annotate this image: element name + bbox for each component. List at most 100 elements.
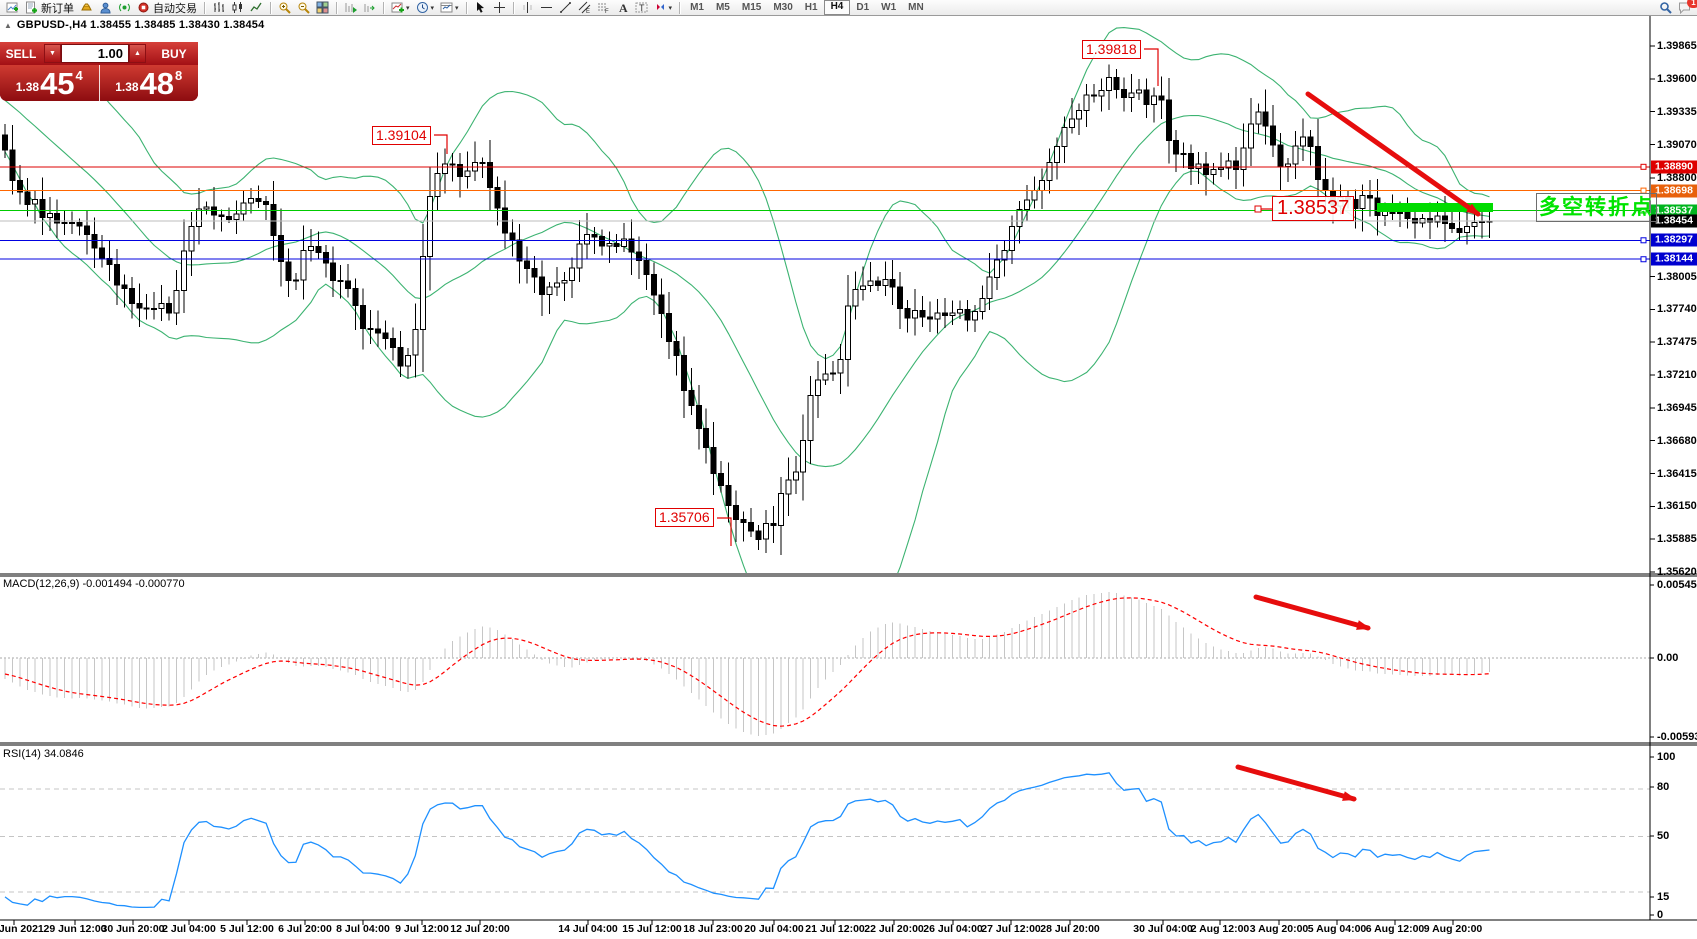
new-order-button[interactable]: 新订单 bbox=[22, 1, 77, 15]
timeframe-H1[interactable]: H1 bbox=[804, 2, 818, 13]
zoom-out-icon bbox=[297, 1, 310, 14]
svg-text:E: E bbox=[586, 9, 590, 14]
volume-input[interactable]: 1.00 bbox=[61, 44, 129, 63]
price-annotation-label[interactable]: 1.39104 bbox=[372, 126, 431, 145]
trade-panel-prices: 1.38 45 4 1.38 48 8 bbox=[0, 65, 198, 101]
line-mode-button[interactable] bbox=[247, 1, 266, 15]
rsi-axis-label: 80 bbox=[1657, 781, 1670, 793]
text-icon: A bbox=[616, 1, 629, 14]
hline-button[interactable] bbox=[537, 1, 556, 15]
timeframe-D1[interactable]: D1 bbox=[856, 2, 870, 13]
signal-button[interactable] bbox=[115, 1, 134, 15]
indicators-dropdown-icon[interactable]: ▾ bbox=[406, 4, 410, 12]
fibonacci-icon: F bbox=[597, 1, 610, 14]
price-annotation-label[interactable]: 1.39818 bbox=[1082, 40, 1141, 59]
autotrading-label: 自动交易 bbox=[153, 2, 197, 15]
volume-up-button[interactable]: ▲ bbox=[129, 44, 146, 63]
price-tick: 1.36680 bbox=[1657, 434, 1697, 447]
svg-text:T: T bbox=[639, 3, 645, 13]
templates-button[interactable]: ▾ bbox=[437, 1, 462, 15]
svg-text:F: F bbox=[605, 9, 609, 14]
green-highlight-bar bbox=[1377, 203, 1493, 212]
arrows-icon bbox=[654, 1, 667, 14]
gold-button[interactable] bbox=[77, 1, 96, 15]
toolbar-separator bbox=[679, 1, 681, 14]
contacts-button[interactable] bbox=[96, 1, 115, 15]
new-order-icon bbox=[25, 1, 38, 14]
contacts-icon bbox=[99, 1, 112, 14]
timeframe-H4[interactable]: H4 bbox=[823, 0, 851, 15]
bars-mode-icon bbox=[212, 1, 225, 14]
timeframe-M15[interactable]: M15 bbox=[741, 2, 762, 13]
price-tick: 1.36150 bbox=[1657, 500, 1697, 513]
periods-icon bbox=[416, 1, 429, 14]
text-label-icon: T bbox=[635, 1, 648, 14]
zoom-in-button[interactable] bbox=[275, 1, 294, 15]
auto-scroll-button[interactable] bbox=[341, 1, 360, 15]
sell-button[interactable]: SELL bbox=[5, 46, 37, 61]
arrows-button[interactable]: ▾ bbox=[651, 1, 676, 15]
search-button[interactable] bbox=[1656, 1, 1675, 15]
crosshair-icon bbox=[493, 1, 506, 14]
time-axis-label: 8 Jul 04:00 bbox=[336, 923, 390, 935]
chat-button[interactable]: 1 bbox=[1675, 0, 1697, 15]
symbol-bar: ▲ GBPUSD-,H4 1.38455 1.38485 1.38430 1.3… bbox=[4, 19, 264, 31]
tile-windows-icon bbox=[316, 1, 329, 14]
channel-icon: E bbox=[578, 1, 591, 14]
indicators-icon bbox=[391, 1, 404, 14]
auto-scroll-icon bbox=[344, 1, 357, 14]
zoom-out-button[interactable] bbox=[294, 1, 313, 15]
channel-button[interactable]: E bbox=[575, 1, 594, 15]
rsi-label: RSI(14) 34.0846 bbox=[3, 748, 84, 760]
price-tag: 1.38890 bbox=[1651, 160, 1697, 174]
tile-windows-button[interactable] bbox=[313, 1, 332, 15]
price-annotation-label[interactable]: 1.35706 bbox=[655, 508, 714, 527]
volume-stepper: ▼ 1.00 ▲ bbox=[42, 42, 150, 65]
periods-dropdown-icon[interactable]: ▾ bbox=[430, 4, 435, 12]
price-tag: 1.38454 bbox=[1651, 214, 1697, 228]
macd-label: MACD(12,26,9) -0.001494 -0.000770 bbox=[3, 578, 185, 590]
cursor-button[interactable] bbox=[471, 1, 490, 15]
bars-mode-button[interactable] bbox=[209, 1, 228, 15]
fibonacci-button[interactable]: F bbox=[594, 1, 613, 15]
text-button[interactable]: A bbox=[613, 1, 632, 15]
timeframe-M5[interactable]: M5 bbox=[715, 2, 730, 13]
text-label-button[interactable]: T bbox=[632, 1, 651, 15]
collapse-triangle-icon[interactable]: ▲ bbox=[4, 20, 12, 30]
timeframe-M1[interactable]: M1 bbox=[690, 2, 704, 13]
buy-button[interactable]: BUY bbox=[161, 46, 187, 61]
svg-text:A: A bbox=[619, 1, 628, 14]
sell-price-big: 45 bbox=[40, 66, 75, 101]
price-annotation-label[interactable]: 1.38537 bbox=[1272, 196, 1355, 221]
time-axis-label: 22 Jul 20:00 bbox=[864, 923, 924, 935]
vline-button[interactable] bbox=[518, 1, 537, 15]
candles-mode-icon bbox=[231, 1, 244, 14]
volume-down-button[interactable]: ▼ bbox=[44, 44, 61, 63]
timeframe-W1[interactable]: W1 bbox=[881, 2, 897, 13]
candles-mode-button[interactable] bbox=[228, 1, 247, 15]
time-axis-label: 28 Jun 2021 bbox=[0, 923, 44, 935]
trendline-icon bbox=[559, 1, 572, 14]
buy-price-sup: 8 bbox=[175, 68, 183, 83]
crosshair-button[interactable] bbox=[490, 1, 509, 15]
cn-turning-point-note[interactable]: 多空转折点 bbox=[1536, 193, 1657, 222]
templates-dropdown-icon[interactable]: ▾ bbox=[455, 4, 459, 12]
trendline-button[interactable] bbox=[556, 1, 575, 15]
price-tag: 1.38297 bbox=[1651, 233, 1697, 247]
periods-button[interactable]: ▾ bbox=[413, 1, 438, 15]
timeframe-MN[interactable]: MN bbox=[908, 2, 924, 13]
chart-shift-button[interactable] bbox=[360, 1, 379, 15]
trend-arrow bbox=[1305, 91, 1481, 217]
autotrading-button[interactable]: 自动交易 bbox=[134, 1, 200, 15]
time-axis-label: 26 Jul 04:00 bbox=[923, 923, 983, 935]
buy-price[interactable]: 1.38 48 8 bbox=[100, 65, 199, 101]
new-chart-button[interactable] bbox=[3, 1, 22, 15]
arrows-dropdown-icon[interactable]: ▾ bbox=[668, 4, 673, 12]
indicators-button[interactable]: ▾ bbox=[388, 1, 413, 15]
timeframe-M30[interactable]: M30 bbox=[773, 2, 793, 13]
macd-axis-label: 0.005455 bbox=[1657, 579, 1697, 591]
toolbar-separator bbox=[383, 1, 384, 14]
time-axis-label: 12 Jul 20:00 bbox=[450, 923, 510, 935]
search-icon bbox=[1659, 1, 1672, 14]
sell-price[interactable]: 1.38 45 4 bbox=[0, 65, 100, 101]
